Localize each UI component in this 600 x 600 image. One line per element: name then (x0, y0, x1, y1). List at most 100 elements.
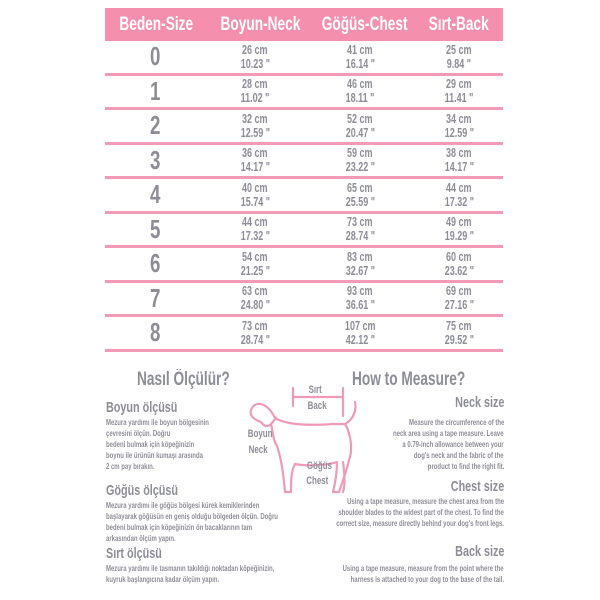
back-cm: 34 cm (446, 111, 472, 126)
chest-cm: 41 cm (347, 42, 373, 57)
table-row: 7 63 cm 24.80 " 93 cm 36.61 " 69 cm 27.16 " (105, 282, 503, 317)
diagram-chest-en: Chest (306, 475, 329, 487)
chest-cm: 65 cm (347, 180, 373, 195)
back-in: 14.17 " (444, 160, 474, 175)
neck-cm: 54 cm (242, 249, 268, 264)
text-line: harness is attached to your dog to the b… (350, 574, 504, 584)
neck-in: 11.02 " (240, 91, 270, 106)
size-value: 8 (149, 317, 161, 348)
text-line: Mezura yardımı ile tasmanın takıldığı no… (106, 563, 275, 573)
size-value: 4 (149, 179, 161, 210)
chest-cm: 73 cm (347, 215, 373, 230)
text-line: 2 cm pay bırakın. (106, 461, 155, 471)
table-row: 4 40 cm 15.74 " 65 cm 25.59 " 44 cm 17.32 " (105, 179, 503, 214)
neck-in: 14.17 " (240, 160, 270, 175)
text-line: bedeni bulmak için köpeğinizin (106, 439, 195, 449)
chest-in: 28.74 " (345, 229, 375, 244)
back-cm: 44 cm (446, 180, 472, 195)
size-value: 3 (149, 144, 161, 175)
diagram-back-en: Back (307, 400, 327, 412)
table-row: 8 73 cm 28.74 " 107 cm 42.12 " 75 cm 29.52 … (105, 317, 503, 352)
back-in: 27.16 " (444, 298, 474, 313)
text-line: neck area using a tape measure. Leave (393, 428, 504, 438)
text-line: shoulder blades to the widest part of th… (338, 507, 504, 517)
chest-in: 32.67 " (345, 263, 375, 278)
text-line: çevresini ölçün. Doğru (106, 428, 171, 438)
text-line: bedeni bulmak için köpeğinizin ön bacakl… (106, 522, 253, 532)
back-in: 11.41 " (444, 91, 474, 106)
neck-cm: 44 cm (242, 215, 268, 230)
tr-back-text: Mezura yardımı ile tasmanın takıldığı no… (106, 563, 340, 585)
table-row: 0 26 cm 10.23 " 41 cm 16.14 " 25 cm 9.84 " (105, 41, 503, 76)
neck-cm: 32 cm (242, 111, 268, 126)
neck-in: 17.32 " (240, 229, 270, 244)
diagram-neck-en: Neck (248, 444, 268, 456)
neck-in: 15.74 " (240, 194, 270, 209)
back-in: 19.29 " (444, 229, 474, 244)
size-value: 1 (149, 75, 161, 106)
back-cm: 29 cm (446, 77, 472, 92)
size-value: 7 (149, 282, 161, 313)
chest-in: 42.12 " (345, 332, 375, 347)
back-in: 9.84 " (446, 56, 472, 71)
size-value: 0 (149, 41, 161, 72)
tr-chest-title: Göğüs ölçüsü (106, 482, 179, 499)
back-in: 17.32 " (444, 194, 474, 209)
chest-cm: 46 cm (347, 77, 373, 92)
chest-in: 20.47 " (345, 125, 375, 140)
text-line: Using a tape measure, measure from the p… (342, 563, 504, 573)
text-line: kuyruk başlangıcına kadar ölçüm yapın. (106, 574, 220, 584)
text-line: product to find the right fit. (427, 461, 504, 471)
text-line: a 0.79-inch allowance between your (402, 439, 504, 449)
en-title: How to Measure? (352, 369, 466, 390)
neck-cm: 28 cm (242, 77, 268, 92)
en-back-text: Using a tape measure, measure from the p… (280, 563, 504, 585)
table-row: 6 54 cm 21.25 " 83 cm 32.67 " 60 cm 23.62 " (105, 248, 503, 283)
neck-cm: 63 cm (242, 284, 268, 299)
text-line: correct size, measure directly behind yo… (336, 518, 504, 528)
neck-cm: 40 cm (242, 180, 268, 195)
text-line: dog's neck and the fabric of the (414, 450, 504, 460)
header-chest: Göğüs-Chest (321, 13, 408, 35)
en-neck-title: Neck size (454, 394, 504, 411)
text-line: başlayarak göğüsün en geniş olduğu bölge… (106, 511, 278, 521)
chest-cm: 93 cm (347, 284, 373, 299)
text-line: Measure the circumference of the (408, 417, 504, 427)
diagram-neck-tr: Boyun (247, 428, 273, 440)
table-header: Beden-Size Boyun-Neck Göğüs-Chest Sırt-B… (105, 8, 503, 41)
text-line: boynu ile ürünün kumaşı arasında (106, 450, 203, 460)
diagram-back-tr: Sırt (308, 384, 322, 396)
en-neck-text: Measure the circumference of the neck are… (350, 417, 504, 472)
back-cm: 38 cm (446, 146, 472, 161)
size-value: 6 (149, 248, 161, 279)
en-chest-text: Using a tape measure, measure the chest … (271, 496, 504, 529)
header-neck: Boyun-Neck (220, 13, 301, 35)
text-line: Mezura yardımı ile boyun bölgesinin (106, 417, 209, 427)
chest-in: 23.22 " (345, 160, 375, 175)
tr-chest-text: Mezura yardımı ile göğüs bölgesi kürek k… (106, 500, 345, 544)
table-row: 5 44 cm 17.32 " 73 cm 28.74 " 49 cm 19.29 " (105, 214, 503, 248)
tr-neck-text: Mezura yardımı ile boyun bölgesinin çevre… (106, 417, 249, 472)
neck-in: 12.59 " (240, 125, 270, 140)
size-table: Beden-Size Boyun-Neck Göğüs-Chest Sırt-B… (105, 8, 503, 352)
chest-in: 18.11 " (345, 91, 375, 106)
en-back-title: Back size (454, 543, 504, 560)
chest-cm: 52 cm (347, 111, 373, 126)
neck-in: 10.23 " (240, 56, 270, 71)
tr-back-title: Sırt ölçüsü (106, 545, 162, 562)
back-cm: 25 cm (446, 42, 472, 57)
back-in: 29.52 " (444, 332, 474, 347)
tr-neck-title: Boyun ölçüsü (106, 399, 178, 416)
size-value: 2 (149, 110, 161, 141)
tr-title: Nasıl Ölçülür? (137, 369, 230, 390)
text-line: Mezura yardımı ile göğüs bölgesi kürek k… (106, 500, 260, 510)
header-back: Sırt-Back (428, 13, 490, 35)
diagram-chest-tr: Göğüs (306, 460, 332, 472)
chest-in: 36.61 " (345, 298, 375, 313)
neck-in: 28.74 " (240, 332, 270, 347)
neck-cm: 26 cm (242, 42, 268, 57)
table-row: 2 32 cm 12.59 " 52 cm 20.47 " 34 cm 12.59 " (105, 110, 503, 145)
text-line: Using a tape measure, measure the chest … (346, 496, 504, 506)
back-cm: 69 cm (446, 284, 472, 299)
neck-cm: 73 cm (242, 318, 268, 333)
